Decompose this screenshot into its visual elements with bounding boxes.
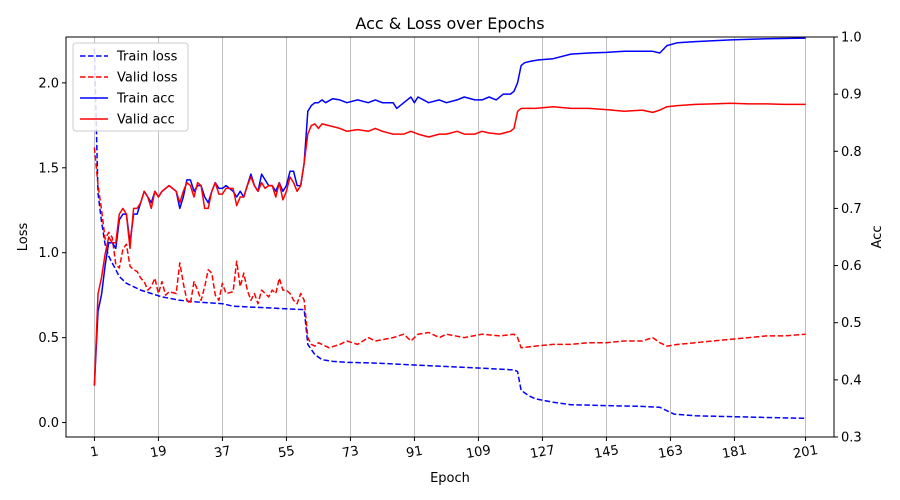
plot-frame bbox=[65, 36, 835, 438]
legend-box bbox=[72, 42, 189, 132]
legend-label-3: Valid acc bbox=[117, 113, 175, 128]
x-tick-label-2: 37 bbox=[213, 444, 232, 462]
y-right-tick-label-6: 0.9 bbox=[841, 88, 862, 103]
y-left-tick-label-3: 1.5 bbox=[38, 161, 59, 176]
y-axis-left-ticks: 0.0 0.5 1.0 1.5 2.0 bbox=[38, 76, 66, 431]
series-line-train-loss bbox=[93, 48, 806, 420]
x-tick-label-11: 201 bbox=[792, 443, 819, 462]
legend-label-1: Valid loss bbox=[117, 71, 178, 86]
y-axis-left-title: Loss bbox=[16, 223, 31, 252]
x-tick-label-3: 55 bbox=[277, 444, 296, 462]
x-tick-label-4: 73 bbox=[341, 444, 360, 462]
y-left-tick-label-4: 2.0 bbox=[38, 76, 59, 91]
y-right-tick-label-4: 0.7 bbox=[841, 202, 862, 217]
legend-label-2: Train acc bbox=[116, 92, 175, 107]
x-tick-label-7: 127 bbox=[529, 443, 556, 462]
x-tick-label-9: 163 bbox=[657, 443, 684, 462]
x-tick-label-10: 181 bbox=[721, 443, 748, 462]
x-tick-label-5: 91 bbox=[405, 444, 424, 462]
x-axis-ticks: 1 19 37 55 73 91 109 127 145 163 181 201 bbox=[89, 437, 819, 462]
y-axis-right-ticks: 0.3 0.4 0.5 0.6 0.7 0.8 0.9 1.0 bbox=[834, 31, 862, 446]
y-right-tick-label-2: 0.5 bbox=[841, 316, 862, 331]
grid bbox=[94, 37, 806, 437]
y-right-tick-label-0: 0.3 bbox=[841, 431, 862, 446]
legend: Train loss Valid loss Train acc Valid acc bbox=[72, 42, 189, 132]
y-left-tick-label-2: 1.0 bbox=[38, 246, 59, 261]
y-right-tick-label-5: 0.8 bbox=[841, 145, 862, 160]
x-tick-label-1: 19 bbox=[149, 444, 168, 462]
series-line-valid-loss bbox=[93, 147, 806, 349]
chart-title: Acc & Loss over Epochs bbox=[355, 14, 544, 33]
series-line-valid-acc bbox=[93, 102, 806, 386]
x-tick-label-6: 109 bbox=[465, 443, 492, 462]
series-lines bbox=[93, 37, 806, 420]
y-left-tick-label-0: 0.0 bbox=[38, 416, 59, 431]
y-left-tick-label-1: 0.5 bbox=[38, 331, 59, 346]
x-axis-title: Epoch bbox=[430, 471, 470, 486]
x-tick-label-8: 145 bbox=[593, 443, 620, 462]
series-line-train-acc bbox=[93, 37, 806, 386]
y-right-tick-label-1: 0.4 bbox=[841, 373, 862, 388]
y-right-tick-label-3: 0.6 bbox=[841, 259, 862, 274]
y-right-tick-label-7: 1.0 bbox=[841, 31, 862, 46]
x-tick-label-0: 1 bbox=[89, 444, 100, 460]
legend-label-0: Train loss bbox=[116, 50, 178, 65]
y-axis-right-title: Acc bbox=[870, 226, 885, 249]
